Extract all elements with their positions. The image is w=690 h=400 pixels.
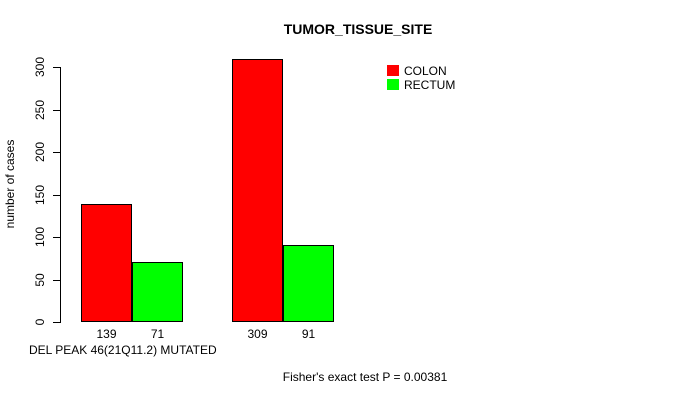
legend-item-colon: COLON	[387, 64, 455, 77]
y-tick-mark	[53, 279, 60, 281]
y-tick-mark	[53, 67, 60, 68]
legend-swatch-icon	[387, 65, 399, 76]
y-tick-mark	[53, 109, 60, 111]
y-axis-title: number of cases	[3, 139, 17, 229]
bar-colon-group1	[81, 204, 132, 322]
y-tick-label: 150	[33, 184, 47, 205]
legend-swatch-icon	[387, 79, 399, 90]
bar-rectum-group2	[283, 245, 334, 322]
bar-rectum-group1	[132, 262, 183, 322]
legend: COLON RECTUM	[387, 64, 455, 92]
chart-title: TUMOR_TISSUE_SITE	[283, 21, 433, 37]
legend-label: RECTUM	[404, 77, 456, 92]
x-axis-caption: DEL PEAK 46(21Q11.2) MUTATED	[29, 343, 217, 357]
fisher-test-note: Fisher's exact test P = 0.00381	[282, 370, 448, 384]
y-tick-label: 300	[33, 56, 47, 78]
legend-label: COLON	[404, 63, 447, 78]
bar-value-label: 139	[96, 327, 117, 341]
y-tick-label: 250	[33, 99, 47, 120]
y-tick-mark	[53, 152, 60, 153]
bar-colon-group2	[232, 59, 283, 322]
legend-item-rectum: RECTUM	[387, 78, 455, 91]
y-tick-mark	[53, 237, 60, 238]
bar-value-label: 91	[301, 327, 316, 341]
y-tick-label: 100	[33, 226, 47, 248]
y-tick-label: 0	[33, 318, 47, 326]
y-tick-label: 50	[33, 272, 47, 287]
y-axis-line	[60, 67, 61, 323]
bar-value-label: 309	[247, 327, 268, 341]
bar-value-label: 71	[150, 327, 165, 341]
y-tick-mark	[53, 322, 60, 323]
y-tick-mark	[53, 194, 60, 196]
y-tick-label: 200	[33, 141, 47, 163]
